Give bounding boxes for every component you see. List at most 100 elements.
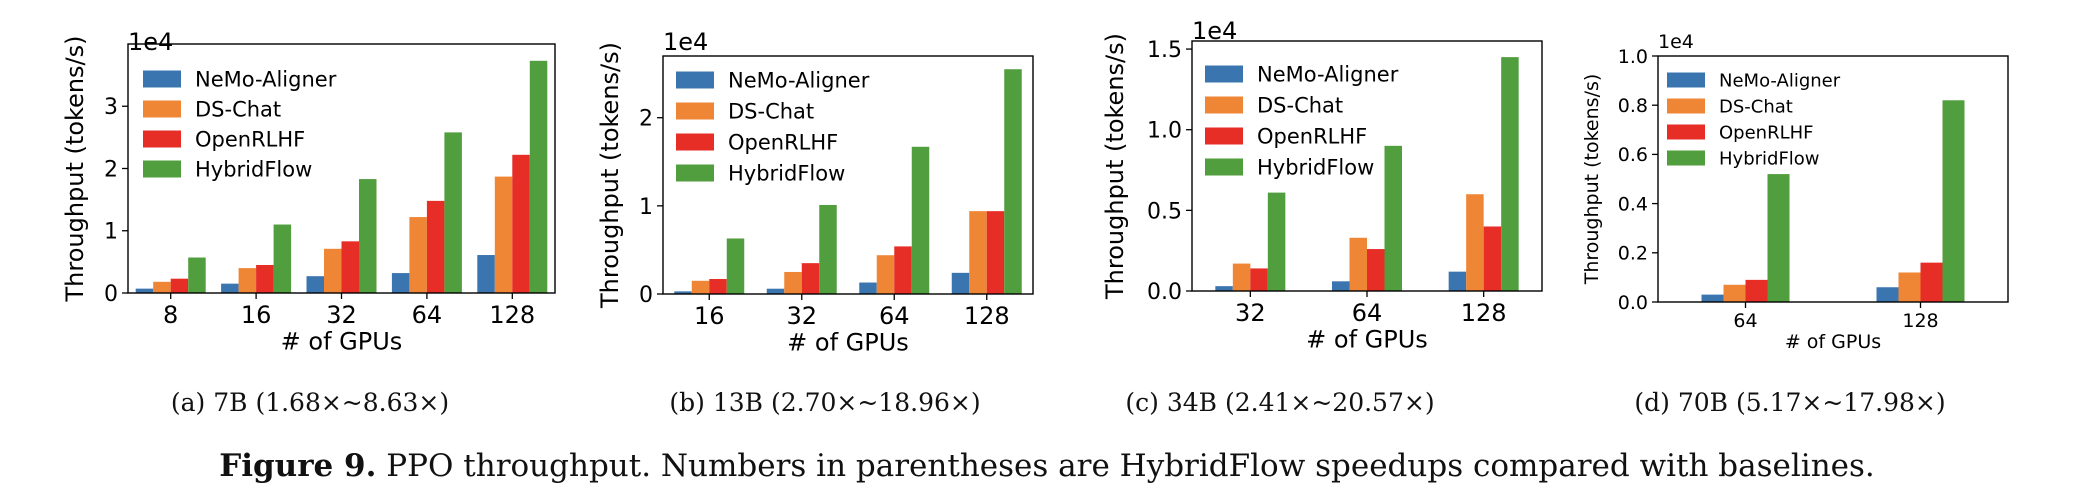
legend-swatch-hybridflow	[1205, 158, 1243, 176]
bar-openrlhf-64	[1367, 249, 1385, 291]
bar-hybridflow-128	[1501, 57, 1519, 291]
bar-ds-chat-128	[1466, 194, 1484, 291]
bar-openrlhf-64	[1745, 279, 1768, 302]
x-axis-label: # of GPUs	[1306, 325, 1428, 353]
legend-label-hybridflow: HybridFlow	[1719, 148, 1820, 169]
bar-openrlhf-32	[801, 263, 820, 294]
legend-label-ds-chat: DS-Chat	[195, 98, 281, 122]
legend-swatch-hybridflow	[676, 164, 714, 182]
x-axis-label: # of GPUs	[1785, 331, 1881, 353]
bar-nemo-aligner-32	[1215, 286, 1233, 291]
bar-nemo-aligner-8	[135, 288, 154, 293]
bar-hybridflow-64	[444, 132, 462, 293]
bar-hybridflow-32	[1267, 192, 1286, 291]
x-tick-label: 128	[964, 302, 1010, 330]
chart-a: 0 1 2 3 8 16 32 64 128 # of GPUs Throughput (token…	[61, 28, 556, 355]
subcaption-a: (a) 7B (1.68×~8.63×)	[170, 388, 450, 417]
bar-ds-chat-16	[238, 268, 257, 293]
y-tick-label: 0.6	[1618, 144, 1648, 166]
y-tick-label: 2	[104, 157, 118, 182]
y-tick-label: 0.2	[1618, 243, 1648, 265]
subcaption-c: (c) 34B (2.41×~20.57×)	[1125, 388, 1435, 417]
bar-hybridflow-128	[1004, 69, 1022, 294]
legend-swatch-nemo-aligner	[143, 70, 181, 88]
bar-openrlhf-16	[709, 279, 727, 294]
chart-b: 0 1 2 16 32 64 128 # of GPUs Throughput (tokens/…	[596, 28, 1034, 356]
bar-ds-chat-32	[324, 248, 342, 293]
x-tick-label: 64	[879, 302, 910, 330]
subcaption-d: (d) 70B (5.17×~17.98×)	[1634, 388, 1946, 417]
bar-ds-chat-128	[494, 176, 513, 293]
y-axis-label: Throughput (tokens/s)	[1101, 33, 1129, 300]
plot-frame	[662, 55, 1034, 295]
legend-label-openrlhf: OpenRLHF	[728, 131, 838, 155]
legend-label-hybridflow: HybridFlow	[1257, 156, 1374, 180]
bar-nemo-aligner-128	[951, 272, 970, 294]
y-tick-label: 2	[639, 107, 653, 132]
bar-nemo-aligner-128	[1876, 287, 1899, 302]
bar-openrlhf-8	[170, 278, 189, 293]
bar-openrlhf-64	[426, 200, 445, 293]
bar-nemo-aligner-32	[766, 288, 785, 294]
y-axis-label: Throughput (tokens/s)	[1581, 74, 1603, 286]
legend-label-openrlhf: OpenRLHF	[1257, 125, 1367, 149]
bar-openrlhf-64	[894, 246, 912, 294]
x-axis-label: # of GPUs	[281, 327, 403, 355]
bar-hybridflow-64	[1384, 145, 1402, 291]
bar-openrlhf-128	[1920, 262, 1943, 302]
legend-swatch-hybridflow	[143, 160, 181, 178]
y-tick-label: 1	[639, 195, 653, 220]
x-tick-label: 128	[489, 301, 535, 329]
bar-nemo-aligner-64	[391, 273, 410, 293]
x-tick-label: 64	[1733, 310, 1757, 332]
bar-ds-chat-128	[969, 211, 987, 294]
legend-swatch-openrlhf	[676, 133, 714, 151]
legend-swatch-openrlhf	[1205, 127, 1243, 145]
x-tick-label: 16	[694, 302, 725, 330]
x-tick-label: 128	[1461, 299, 1507, 327]
y-tick-label: 0.5	[1147, 199, 1182, 224]
y-tick-label: 0.0	[1147, 280, 1182, 305]
bar-ds-chat-64	[876, 255, 895, 294]
y-tick-label: 0.0	[1618, 292, 1648, 314]
legend-label-ds-chat: DS-Chat	[728, 100, 814, 124]
bar-ds-chat-64	[409, 217, 427, 293]
bar-openrlhf-32	[341, 241, 359, 293]
x-tick-label: 64	[1352, 299, 1383, 327]
y-tick-label: 0.8	[1618, 95, 1648, 117]
legend-label-openrlhf: OpenRLHF	[195, 128, 305, 152]
legend-label-hybridflow: HybridFlow	[728, 162, 845, 186]
legend-label-nemo-aligner: NeMo-Aligner	[1257, 63, 1399, 87]
bar-hybridflow-8	[188, 257, 206, 293]
legend-label-nemo-aligner: NeMo-Aligner	[1719, 70, 1841, 91]
figure-caption-label: Figure 9.	[219, 448, 377, 484]
bar-nemo-aligner-128	[1448, 271, 1467, 291]
y-tick-label: 1.0	[1618, 46, 1648, 68]
x-axis-label: # of GPUs	[787, 328, 909, 356]
legend-swatch-nemo-aligner	[1205, 65, 1243, 83]
bar-nemo-aligner-64	[1332, 281, 1350, 291]
legend-label-hybridflow: HybridFlow	[195, 158, 312, 182]
legend-swatch-nemo-aligner	[676, 71, 714, 89]
bar-nemo-aligner-64	[1701, 294, 1724, 302]
chart-c: 0.0 0.5 1.0 1.5 32 64 128 # of GPUs Throughput (…	[1101, 17, 1543, 353]
legend-label-nemo-aligner: NeMo-Aligner	[195, 68, 337, 92]
bar-hybridflow-16	[726, 238, 745, 294]
legend-label-ds-chat: DS-Chat	[1719, 96, 1793, 117]
figure-caption-text: PPO throughput. Numbers in parentheses a…	[386, 448, 1875, 484]
bar-openrlhf-16	[256, 264, 274, 293]
legend-swatch-ds-chat	[1205, 96, 1243, 114]
legend-label-ds-chat: DS-Chat	[1257, 94, 1343, 118]
y-tick-label: 3	[104, 95, 118, 120]
axis-scale-label: 1e4	[1192, 17, 1237, 45]
bar-ds-chat-16	[691, 280, 710, 294]
bar-openrlhf-128	[986, 211, 1005, 294]
chart-d: 0.0 0.2 0.4 0.6 0.8 1.0 64 128 # of GPUs Throughp…	[1581, 31, 2009, 353]
y-tick-label: 1.0	[1147, 119, 1182, 144]
x-tick-label: 16	[241, 301, 272, 329]
bar-hybridflow-64	[911, 146, 930, 294]
bar-hybridflow-128	[1942, 100, 1965, 302]
legend-swatch-ds-chat	[143, 100, 181, 118]
bar-openrlhf-128	[512, 154, 530, 293]
